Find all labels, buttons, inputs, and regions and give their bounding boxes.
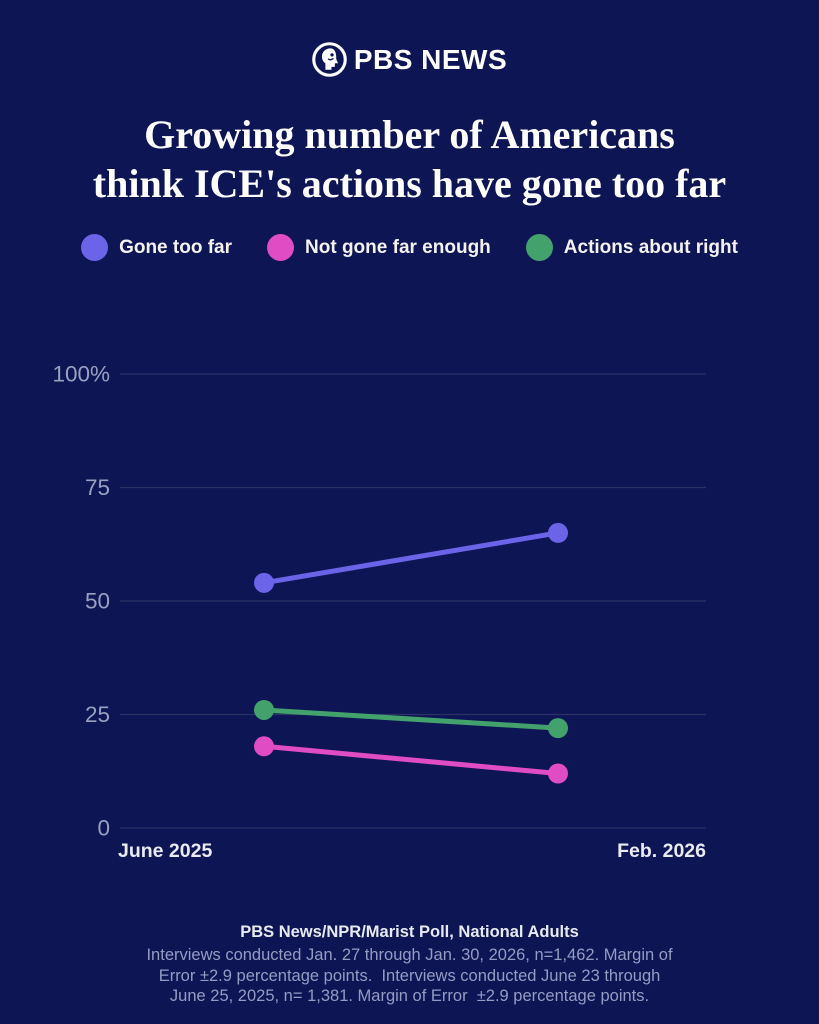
chart-svg: 100% 75 50 25 0 June 2025 Feb. 2026 — [52, 362, 706, 863]
legend-dot-actions-about-right — [525, 234, 553, 261]
methodology-line: June 25, 2025, n= 1,381. Margin of Error… — [169, 987, 650, 1005]
pbs-head-icon — [312, 42, 347, 77]
legend-dot-gone-too-far — [81, 234, 109, 261]
y-tick-label: 0 — [97, 816, 110, 841]
chart-title-line1: Growing number of Americans — [144, 112, 675, 157]
series-line-gone-too-far — [261, 530, 561, 586]
y-tick-label: 100% — [52, 362, 110, 387]
legend-label: Gone too far — [119, 236, 233, 258]
pbs-news-logo: PBS NEWS — [0, 42, 819, 77]
legend: Gone too far Not gone far enough Actions… — [0, 234, 819, 261]
data-point-not-gone-far-enough-june-2025 — [254, 736, 274, 757]
data-point-actions-about-right-feb-2026 — [548, 718, 568, 739]
y-tick-label: 50 — [85, 589, 110, 614]
data-point-gone-too-far-june-2025 — [254, 572, 274, 593]
x-tick-label: June 2025 — [118, 840, 212, 862]
data-point-gone-too-far-feb-2026 — [548, 522, 568, 543]
series-line-not-gone-far-enough — [261, 743, 561, 777]
y-tick-label: 25 — [85, 702, 110, 727]
methodology-line: Error ±2.9 percentage points. Interviews… — [158, 966, 661, 985]
legend-label: Actions about right — [563, 236, 738, 258]
legend-dot-not-gone-far-enough — [267, 234, 295, 261]
source-note: PBS News/NPR/Marist Poll, National Adult… — [129, 922, 690, 1007]
x-tick-label: Feb. 2026 — [617, 840, 706, 862]
legend-item-gone-too-far: Gone too far — [81, 234, 232, 261]
methodology-line: Interviews conducted Jan. 27 through Jan… — [146, 946, 673, 964]
legend-label: Not gone far enough — [305, 236, 491, 258]
y-tick-label: 75 — [85, 475, 110, 500]
logo-wordmark: PBS NEWS — [353, 43, 508, 75]
poll-source: PBS News/NPR/Marist Poll, National Adult… — [240, 923, 579, 941]
legend-item-not-gone-far-enough: Not gone far enough — [267, 234, 491, 261]
data-point-actions-about-right-june-2025 — [254, 699, 274, 720]
chart-title-line2: think ICE's actions have gone too far — [92, 161, 727, 206]
chart-title: Growing number of Americans think ICE's … — [0, 110, 819, 208]
series-line-actions-about-right — [261, 707, 561, 731]
line-chart: 100% 75 50 25 0 June 2025 Feb. 2026 — [0, 340, 819, 880]
legend-item-actions-about-right: Actions about right — [525, 234, 738, 261]
data-point-not-gone-far-enough-feb-2026 — [548, 763, 568, 784]
